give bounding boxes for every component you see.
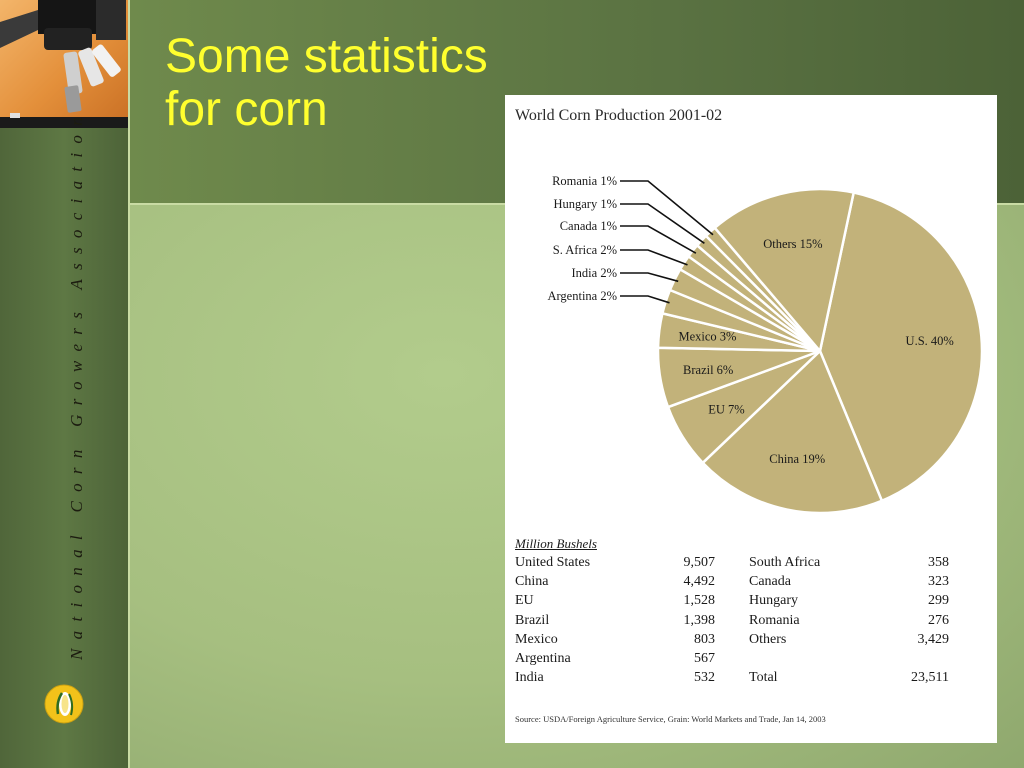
table-cell-value: 299 (928, 593, 949, 609)
table-cell-name: China (515, 574, 549, 590)
leader-line-argentina (620, 295, 670, 304)
table-row: South Africa 358 (749, 555, 949, 574)
table-row: United States 9,507 (515, 555, 715, 574)
pie-label-argentina: Argentina 2% (547, 289, 617, 303)
pie-label-eu: EU 7% (708, 402, 744, 416)
microscope-icon (0, 0, 128, 128)
pie-label-china: China 19% (769, 452, 825, 466)
sidebar-divider (128, 0, 130, 768)
table-row: Mexico 803 (515, 632, 715, 651)
table-cell-name: Mexico (515, 631, 558, 647)
pie-label-mexico: Mexico 3% (679, 330, 737, 344)
pie-chart: U.S. 40% China 19% EU 7% Brazil 6% Mexico 3%… (547, 174, 984, 515)
pie-slice-others (713, 187, 856, 354)
table-cell-value: 358 (928, 555, 949, 570)
table-row: Brazil 1,398 (515, 613, 715, 632)
table-row: India 532 (515, 670, 715, 689)
chart-title: World Corn Production 2001-02 (515, 107, 723, 124)
leader-line-canada (620, 225, 697, 254)
slide-title-line-1: Some statistics (165, 30, 488, 83)
leader-line-romania (620, 180, 714, 236)
pie-label-india: India 2% (572, 266, 617, 280)
table-cell-name: India (515, 670, 544, 686)
table-cell-value: 9,507 (683, 555, 716, 570)
table-cell-name: Others (749, 631, 787, 647)
table-cell-name: EU (515, 593, 534, 609)
table-cell-name: Canada (749, 574, 791, 590)
leader-line-hungary (620, 203, 705, 244)
leader-line-india (620, 272, 679, 283)
table-cell-name: Romania (749, 612, 800, 628)
slide-title-line-2: for corn (165, 83, 328, 136)
table-cell-value: 532 (694, 670, 715, 686)
table-row: Canada 323 (749, 574, 949, 593)
table-cell-name: United States (515, 555, 591, 570)
table-cell-value: 567 (694, 651, 715, 666)
table-row: Hungary 299 (749, 593, 949, 612)
pie-label-canada: Canada 1% (560, 219, 617, 233)
pie-label-others: Others 15% (763, 237, 822, 251)
pie-slice-china (701, 348, 884, 515)
pie-label-romania: Romania 1% (552, 174, 617, 188)
pie-label-u-s: U.S. 40% (906, 334, 954, 348)
chart-panel: World Corn Production 2001-02 U.S. 40% Ch… (505, 95, 997, 743)
table-cell-value: 4,492 (683, 574, 716, 590)
corn-emblem-icon (44, 684, 84, 724)
table-caption: Million Bushels (515, 536, 597, 551)
table-row: Romania 276 (749, 613, 949, 632)
pie-label-hungary: Hungary 1% (553, 197, 617, 211)
table-cell-name: Brazil (515, 612, 550, 628)
table-cell-name: South Africa (749, 555, 821, 570)
pie-label-brazil: Brazil 6% (683, 363, 733, 377)
table-row: Total 23,511 (749, 670, 949, 689)
table-row: Argentina 567 (515, 651, 715, 670)
table-cell-value: 23,511 (911, 670, 949, 686)
table-row: EU 1,528 (515, 593, 715, 612)
table-cell-value: 276 (928, 612, 949, 628)
source-note: Source: USDA/Foreign Agriculture Service… (515, 714, 826, 724)
leader-line-s-africa (620, 249, 688, 266)
table-cell-name: Hungary (749, 593, 798, 609)
table-cell-value: 3,429 (917, 631, 950, 647)
slide-title: Some statistics for corn (165, 30, 565, 136)
table-cell-name: Total (749, 670, 778, 686)
pie-slice-u-s (818, 191, 984, 503)
table-cell-value: 1,398 (683, 612, 716, 628)
association-name: National Corn Growers Association (67, 107, 86, 660)
pie-label-s-africa: S. Africa 2% (553, 243, 617, 257)
table-cell-value: 803 (694, 631, 715, 647)
table-row: China 4,492 (515, 574, 715, 593)
table-cell-value: 323 (928, 574, 949, 590)
table-cell-name: Argentina (515, 651, 571, 666)
table-cell-value: 1,528 (683, 593, 716, 609)
table-row: Others 3,429 (749, 632, 949, 651)
sidebar (0, 128, 128, 768)
